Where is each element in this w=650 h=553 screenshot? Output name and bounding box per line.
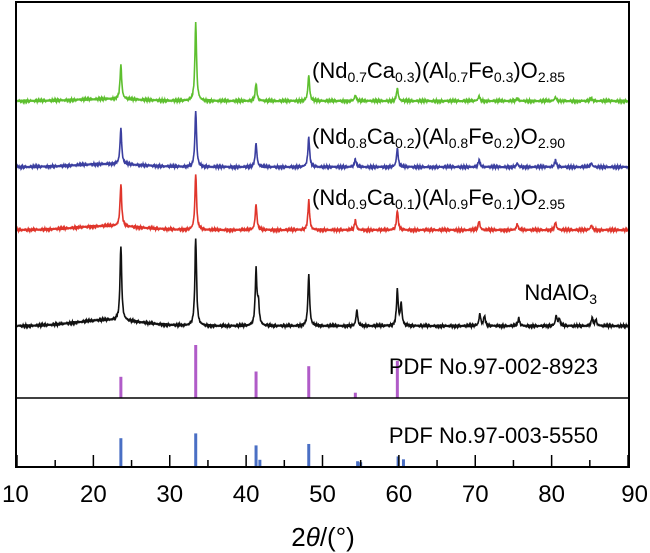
series-label-part: )O bbox=[513, 124, 537, 149]
series-label-2: (Nd0.9Ca0.1)(Al0.9Fe0.1)O2.95 bbox=[312, 185, 565, 212]
series-label-part: 3 bbox=[589, 291, 597, 307]
series-line-2 bbox=[16, 174, 629, 235]
series-label-part: 0.1 bbox=[494, 196, 514, 212]
x-axis-label: 2θ/(°) bbox=[291, 522, 355, 552]
series-label-part: (Nd bbox=[312, 124, 347, 149]
series-label-0: (Nd0.7Ca0.3)(Al0.7Fe0.3)O2.85 bbox=[312, 58, 565, 85]
series-label-part: 0.7 bbox=[449, 69, 469, 85]
series-label-part: )(Al bbox=[415, 185, 449, 210]
series-label-part: 0.9 bbox=[449, 196, 469, 212]
x-tick-label: 20 bbox=[80, 481, 107, 508]
reference-label-0: PDF No.97-002-8923 bbox=[389, 354, 598, 379]
x-tick-label: 40 bbox=[233, 481, 260, 508]
x-tick-label: 30 bbox=[156, 481, 183, 508]
reference-label-1: PDF No.97-003-5550 bbox=[389, 423, 598, 448]
x-axis-label-prefix: 2 bbox=[291, 522, 305, 552]
series-label-part: )(Al bbox=[415, 124, 449, 149]
x-tick-label: 80 bbox=[538, 481, 565, 508]
series-label-part: Ca bbox=[367, 124, 396, 149]
x-axis-label-suffix: /(°) bbox=[320, 522, 355, 552]
series-labels: (Nd0.7Ca0.3)(Al0.7Fe0.3)O2.85(Nd0.8Ca0.2… bbox=[312, 58, 597, 307]
x-tick-label: 70 bbox=[462, 481, 489, 508]
series-label-part: 0.2 bbox=[494, 135, 514, 151]
series-label-part: )O bbox=[513, 185, 537, 210]
x-tick-label: 50 bbox=[309, 481, 336, 508]
series-label-part: 0.2 bbox=[395, 135, 415, 151]
series-line-1 bbox=[16, 110, 629, 172]
series-label-part: Fe bbox=[468, 124, 494, 149]
series-label-part: 0.1 bbox=[395, 196, 415, 212]
x-tick-label: 10 bbox=[2, 481, 29, 508]
reference-sticks: PDF No.97-002-8923 PDF No.97-003-5550 bbox=[119, 345, 598, 467]
series-label-part: )O bbox=[513, 58, 537, 83]
series-label-part: (Nd bbox=[312, 185, 347, 210]
series-line-0 bbox=[16, 21, 629, 106]
series-label-part: 0.3 bbox=[395, 69, 415, 85]
series-label-part: Fe bbox=[468, 185, 494, 210]
stacked-patterns bbox=[16, 21, 629, 331]
series-label-part: (Nd bbox=[312, 58, 347, 83]
series-label-part: Ca bbox=[367, 185, 396, 210]
series-line-3 bbox=[16, 238, 629, 331]
series-label-3: NdAlO3 bbox=[524, 280, 597, 307]
x-axis-label-theta: θ bbox=[306, 522, 320, 552]
series-label-part: 2.90 bbox=[538, 135, 565, 151]
series-label-part: Ca bbox=[367, 58, 396, 83]
series-label-part: 0.8 bbox=[347, 135, 367, 151]
x-tick-label: 60 bbox=[386, 481, 413, 508]
series-label-part: 2.85 bbox=[538, 69, 565, 85]
x-axis: 10 20 30 40 50 60 70 80 90 bbox=[2, 455, 648, 508]
series-label-part: 0.3 bbox=[494, 69, 514, 85]
series-label-part: Fe bbox=[468, 58, 494, 83]
x-tick-label: 90 bbox=[621, 481, 648, 508]
series-label-part: 0.8 bbox=[449, 135, 469, 151]
series-label-1: (Nd0.8Ca0.2)(Al0.8Fe0.2)O2.90 bbox=[312, 124, 565, 151]
series-label-part: NdAlO bbox=[524, 280, 589, 305]
series-label-part: )(Al bbox=[415, 58, 449, 83]
series-label-part: 0.7 bbox=[347, 69, 367, 85]
series-label-part: 2.95 bbox=[538, 196, 565, 212]
series-label-part: 0.9 bbox=[347, 196, 367, 212]
